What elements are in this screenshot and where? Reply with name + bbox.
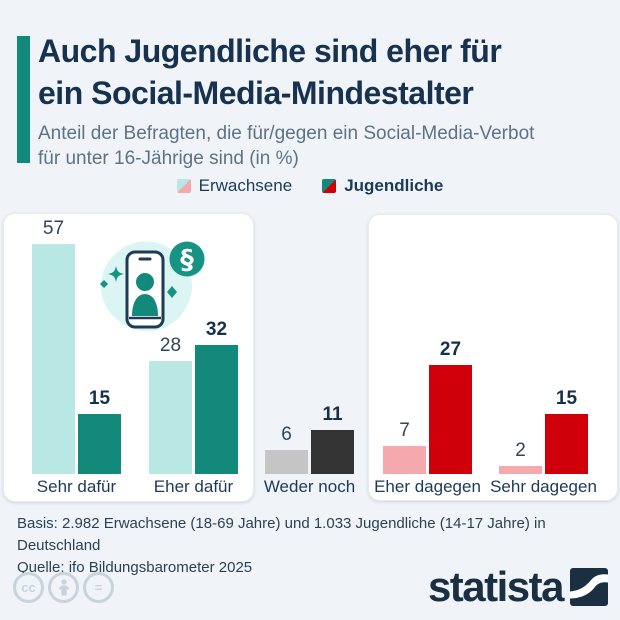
legend-swatch-erwachsene-icon [176, 179, 191, 193]
legend-swatch-jugendliche-icon [322, 179, 337, 193]
footer-source-text: Quelle: ifo Bildungsbarometer 2025 [17, 559, 253, 576]
person-glyph [58, 579, 69, 596]
footer-notes: Basis: 2.982 Erwachsene (18-69 Jahre) un… [17, 513, 620, 579]
value-label-erwachsene-weder-noch: 6 [281, 424, 292, 445]
card-dagegen-group [368, 214, 618, 501]
category-label-weder-noch: Weder noch [263, 477, 356, 496]
paragraph-law-icon: § [169, 241, 205, 277]
cc-nd-icon[interactable]: = [83, 572, 114, 603]
page-title-line1: Auch Jugendliche sind eher für [38, 33, 502, 69]
smartphone-icon [125, 250, 165, 329]
cc-icon[interactable]: cc [13, 572, 44, 603]
svg-text:§: § [180, 245, 194, 276]
legend-item-jugendliche: Jugendliche [322, 176, 443, 196]
page-subtitle: Anteil der Befragten, die für/gegen ein … [38, 121, 534, 171]
footer-basis-text: Basis: 2.982 Erwachsene (18-69 Jahre) un… [17, 515, 546, 554]
page-subtitle-line1: Anteil der Befragten, die für/gegen ein … [38, 123, 535, 144]
cc-by-person-icon[interactable] [48, 572, 79, 603]
page-title-line2: ein Social-Media-Mindestalter [38, 75, 474, 111]
title-accent-bar [17, 36, 30, 163]
chart-legend: Erwachsene Jugendliche [0, 176, 620, 196]
legend-label-erwachsene: Erwachsene [198, 176, 293, 195]
sparkle-icons [100, 266, 177, 298]
statista-wordmark: statista [427, 563, 565, 610]
page-subtitle-line2: für unter 16-Jährige sind (in %) [38, 148, 299, 169]
statista-logo[interactable]: statista [428, 566, 608, 608]
cc-license-icons[interactable]: cc = [13, 572, 114, 603]
legend-item-erwachsene: Erwachsene [176, 176, 293, 196]
statista-logo-mark-icon [570, 568, 608, 606]
value-label-jugendliche-weder-noch: 11 [322, 404, 343, 425]
page-title: Auch Jugendliche sind eher für ein Socia… [38, 30, 502, 114]
bar-erwachsene-weder-noch [265, 450, 308, 474]
bar-jugendliche-weder-noch [311, 430, 354, 474]
phone-law-illustration: § [100, 241, 205, 332]
legend-label-jugendliche: Jugendliche [344, 176, 444, 195]
